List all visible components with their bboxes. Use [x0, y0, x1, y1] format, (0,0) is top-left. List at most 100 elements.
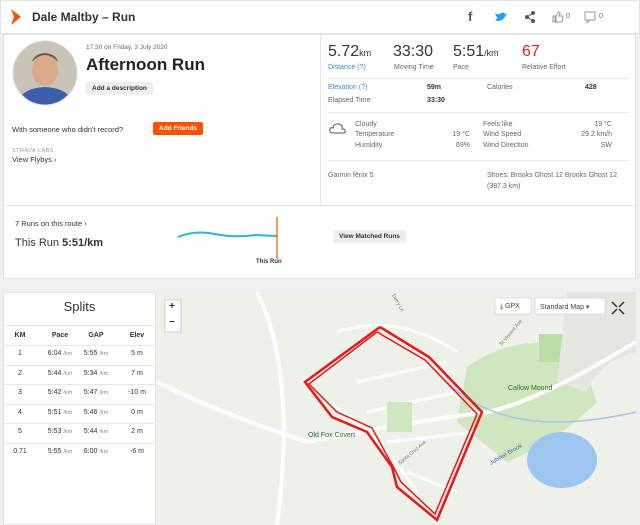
map-label: Callow Mound — [508, 385, 553, 392]
feels-like-label: Feels like — [483, 121, 513, 128]
divider — [3, 205, 636, 206]
divider — [320, 34, 321, 205]
strava-icon — [11, 9, 21, 25]
pace-value: 5:51/km — [453, 43, 499, 61]
split-cell: 5:46/km — [71, 409, 121, 416]
divider — [3, 325, 156, 326]
humidity-label: Humidity — [355, 142, 383, 149]
elapsed-value: 33:30 — [427, 97, 445, 104]
split-cell: 5 — [0, 428, 45, 435]
split-unit: /km — [99, 390, 109, 396]
labs-label: STRAVA LABS — [12, 148, 54, 154]
avatar — [12, 40, 78, 106]
moving-time: 33:30 — [393, 43, 434, 60]
split-value: 5 m — [131, 350, 143, 357]
facebook-share[interactable]: f — [468, 9, 473, 24]
zoom-out[interactable]: − — [169, 317, 175, 328]
pace: 5:51 — [453, 43, 485, 60]
zoom-in[interactable]: + — [169, 301, 175, 312]
split-value: 1 — [18, 350, 22, 357]
split-value: 2 — [18, 369, 22, 377]
humidity-value: 69% — [455, 142, 470, 149]
split-unit: /km — [63, 409, 73, 416]
split-cell: 7 m — [112, 370, 162, 377]
activity-card — [3, 34, 636, 279]
split-value: 5:44 — [83, 428, 98, 435]
split-value: 0.71 — [13, 447, 27, 455]
split-cell: 5:51/km — [35, 409, 85, 416]
split-value: 6:04 — [47, 350, 62, 357]
split-cell: 5:34/km — [71, 370, 121, 377]
effort-label: Relative Effort — [522, 64, 566, 71]
row-divider — [3, 384, 156, 385]
cloud-icon — [329, 123, 346, 134]
twitter-share[interactable] — [494, 11, 508, 23]
this-run-label: This Run — [15, 237, 60, 249]
splits-column-header: KM — [14, 332, 26, 339]
kudos-icon[interactable] — [552, 11, 564, 23]
map[interactable] — [157, 292, 636, 525]
elevation-value: 59m — [427, 84, 442, 91]
this-run-marker: This Run — [256, 259, 282, 265]
add-friends-button[interactable]: Add Friends — [153, 122, 203, 135]
comment-icon[interactable] — [584, 11, 596, 23]
split-value: 5 — [18, 428, 22, 435]
view-flybys-link[interactable]: View Flybys › — [12, 155, 57, 164]
split-cell: 6:04/km — [35, 350, 85, 357]
divider — [328, 112, 628, 113]
distance-value: 5.72km — [328, 43, 371, 61]
gpx-download[interactable]: ⤓ GPX — [500, 303, 520, 310]
splits-column-header: Elev — [129, 332, 145, 339]
split-value: 5:42 — [47, 389, 62, 396]
route-runs-link[interactable]: 7 Runs on this route › — [15, 219, 87, 228]
split-cell: 5:53/km — [35, 428, 85, 435]
pace-unit: /km — [484, 48, 499, 58]
distance-label[interactable]: Distance (?) — [328, 64, 366, 71]
shoes-distance: (387.3 km) — [487, 183, 521, 190]
split-cell: 0.71 — [0, 448, 45, 455]
split-value: 0 m — [131, 408, 143, 416]
split-value: 5:51 — [47, 408, 62, 416]
elevation-label[interactable]: Elevation (?) — [328, 84, 368, 91]
split-value: 2 m — [131, 428, 143, 435]
gpx-label: GPX — [505, 303, 520, 310]
split-value: 6:00 — [83, 447, 98, 455]
splits-title: Splits — [63, 299, 96, 314]
split-cell: 5:55/km — [71, 350, 121, 357]
split-unit: /km — [99, 429, 109, 435]
divider — [328, 160, 628, 161]
pace-label: Pace — [453, 64, 469, 71]
share-button[interactable] — [524, 10, 536, 24]
split-cell: 5:42/km — [35, 389, 85, 396]
calories-label: Calories — [487, 84, 513, 91]
split-cell: -6 m — [112, 448, 162, 455]
map-style-select[interactable]: Standard Map ▾ — [540, 304, 590, 311]
view-matched-runs-button[interactable]: View Matched Runs — [333, 230, 406, 243]
wind-speed-value: 29.2 km/h — [581, 131, 612, 138]
split-cell: 5:55/km — [35, 448, 85, 455]
relative-effort: 67 — [522, 43, 540, 60]
row-divider — [3, 364, 156, 366]
split-value: 5:44 — [47, 369, 62, 377]
split-cell: 6:00/km — [71, 448, 121, 455]
wind-speed-label: Wind Speed — [483, 131, 522, 138]
row-divider — [3, 423, 156, 424]
kudos-count: 0 — [566, 13, 570, 20]
this-run-value: 5:51/km — [62, 237, 104, 249]
row-divider — [3, 442, 156, 444]
split-value: 5:34 — [83, 369, 98, 377]
map-style: Standard Map — [540, 304, 584, 311]
this-run-pace: This Run 5:51/km — [15, 237, 103, 249]
split-cell: 5:44/km — [71, 428, 121, 435]
weather-condition: Cloudy — [355, 121, 377, 128]
split-cell: 5 m — [112, 350, 162, 357]
add-description-button[interactable]: Add a description — [86, 82, 153, 95]
split-unit: /km — [63, 351, 73, 357]
split-value: 5:55 — [83, 350, 98, 357]
split-cell: 2 — [0, 370, 45, 377]
split-cell: 1 — [0, 350, 45, 357]
split-cell: 0 m — [112, 409, 162, 416]
splits-column-header: Pace — [51, 332, 69, 339]
split-unit: /km — [63, 390, 73, 396]
